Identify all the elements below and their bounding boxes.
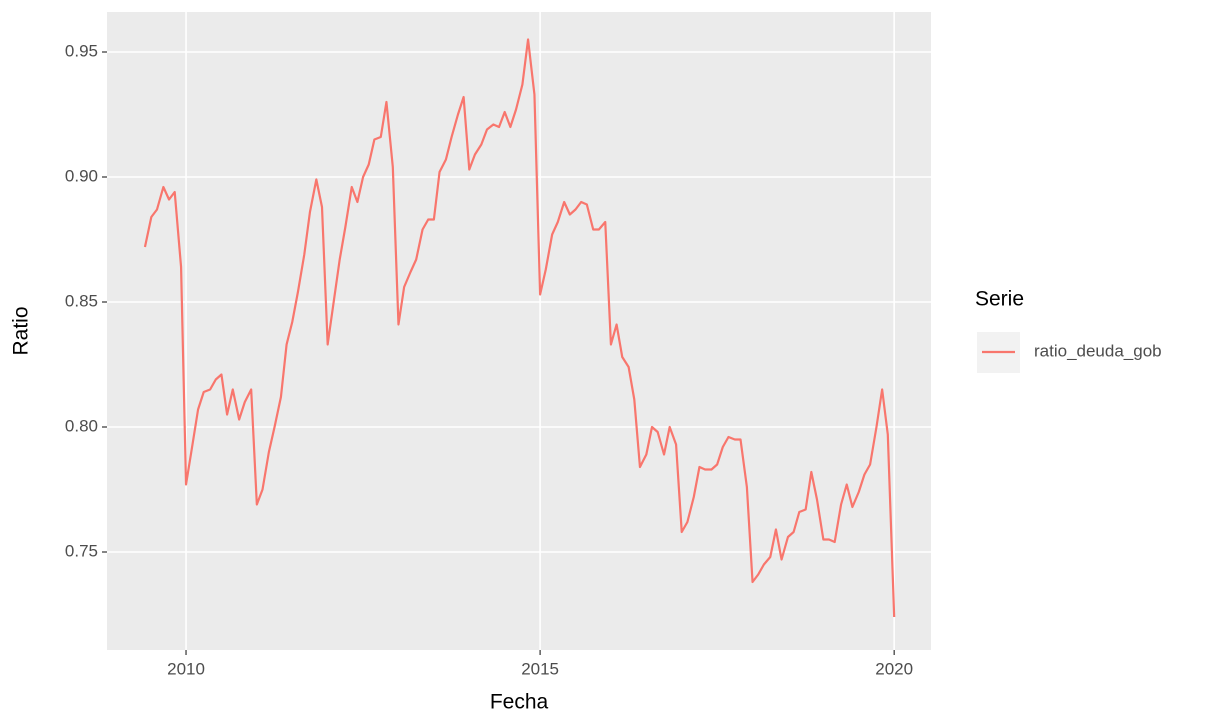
marks [143,38,896,618]
grid [107,12,931,650]
y-tick-label: 0.90 [65,166,98,185]
legend-label: ratio_deuda_gob [1034,341,1162,360]
y-tick-label: 0.80 [65,416,98,435]
x-tick-label: 2020 [875,659,913,678]
x-tick-label: 2010 [167,659,205,678]
series-line [143,38,896,618]
panel [107,12,931,650]
y-axis-title: Ratio [10,306,33,355]
y-tick-label: 0.75 [65,541,98,560]
y-tick-label: 0.95 [65,41,98,60]
y-tick-label: 0.85 [65,291,98,310]
x-axis-title: Fecha [490,691,549,714]
legend-title: Serie [975,288,1024,311]
x-tick-label: 2015 [521,659,559,678]
